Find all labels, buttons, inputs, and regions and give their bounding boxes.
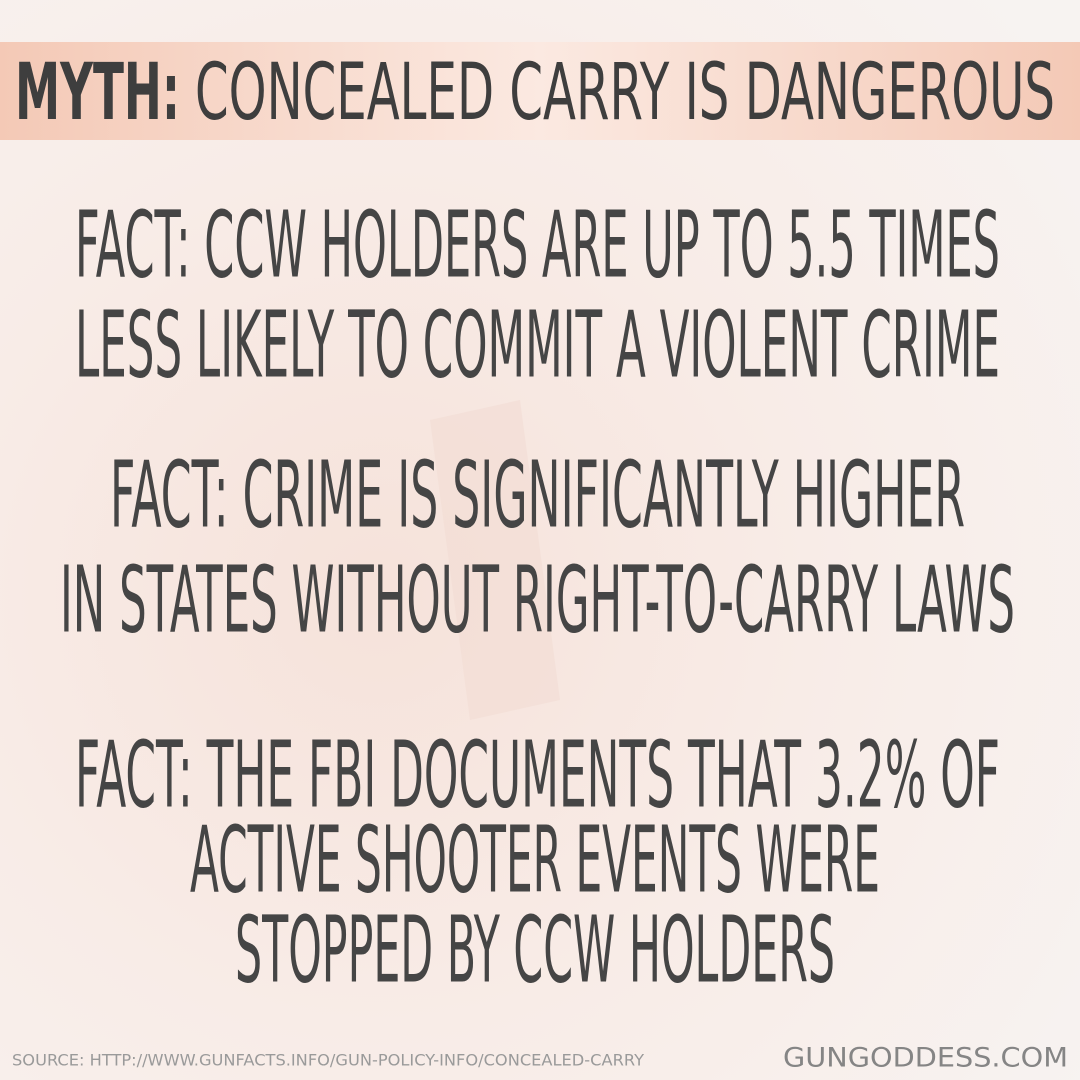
fact-line: ACTIVE SHOOTER EVENTS WERE (190, 807, 880, 914)
fact-line: FACT: CCW HOLDERS ARE UP TO 5.5 TIMES (75, 192, 1000, 299)
fact-line: LESS LIKELY TO COMMIT A VIOLENT CRIME (75, 292, 1000, 399)
fact-line: FACT: CRIME IS SIGNIFICANTLY HIGHER (110, 442, 965, 549)
facts: FACT: CCW HOLDERS ARE UP TO 5.5 TIMESLES… (60, 192, 1015, 1004)
site: GUNGODDESS.COM (783, 1043, 1068, 1074)
source: SOURCE: HTTP://WWW.GUNFACTS.INFO/GUN-POL… (12, 1051, 644, 1070)
header-title: CONCEALED CARRY IS DANGEROUS (195, 48, 1055, 138)
fact-line: FACT: THE FBI DOCUMENTS THAT 3.2% OF (75, 722, 1000, 829)
fact-line: IN STATES WITHOUT RIGHT-TO-CARRY LAWS (60, 547, 1015, 654)
header-label: MYTH: (15, 48, 180, 138)
header-band (0, 42, 1080, 140)
background-shape (430, 400, 560, 720)
fact-line: STOPPED BY CCW HOLDERS (235, 897, 835, 1004)
